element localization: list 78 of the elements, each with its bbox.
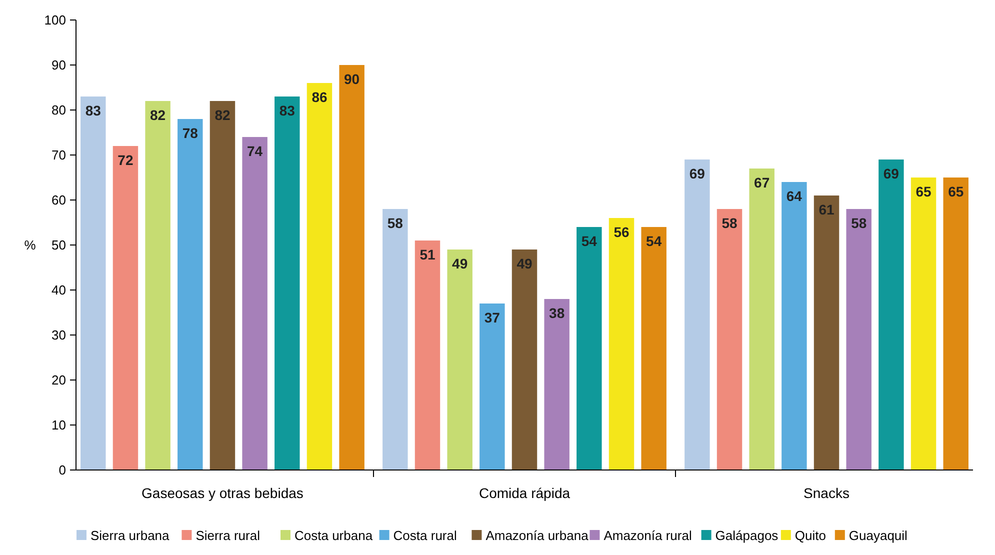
data-label: 38 [549,305,565,321]
data-label: 78 [182,125,198,141]
data-label: 61 [818,202,835,218]
y-tick-label: 70 [52,148,66,163]
legend-label: Guayaquil [848,528,908,543]
y-tick-label: 0 [58,462,66,478]
legend-label: Amazonía urbana [486,528,590,543]
data-label: 82 [214,107,230,123]
legend-label: Amazonía rural [604,528,692,543]
bar [80,96,106,470]
bar [112,146,138,470]
bar [576,227,602,470]
data-label: 37 [484,310,500,326]
legend-label: Galápagos [715,528,779,543]
data-label: 49 [516,256,532,272]
y-tick-label: 60 [52,192,66,208]
data-label: 49 [452,256,468,272]
data-label: 56 [614,224,630,240]
bar [878,160,904,470]
legend-label: Quito [794,528,826,543]
bar [512,250,538,470]
legend-label: Sierra urbana [90,528,170,543]
bar [608,218,634,470]
bar [382,209,408,470]
y-tick-label: 30 [52,328,66,343]
bar [684,160,710,470]
data-label: 54 [646,233,662,249]
x-tick-label: Gaseosas y otras bebidas [142,485,304,501]
bar [414,240,440,470]
bar [846,209,872,470]
data-label: 83 [85,102,102,118]
data-label: 54 [581,233,598,249]
data-label: 65 [916,184,932,200]
bar [480,304,505,470]
y-axis-title: % [24,238,36,253]
x-tick-label: Comida rápida [478,485,570,501]
data-label: 82 [150,107,166,123]
bar [943,178,968,470]
data-label: 72 [118,152,134,168]
legend-label: Sierra rural [196,528,260,543]
bar [145,101,170,470]
bar [274,96,300,470]
data-label: 67 [754,174,770,190]
bar [447,250,472,470]
y-tick-label: 50 [52,238,66,253]
data-label: 65 [948,184,964,200]
data-label: 74 [247,143,263,159]
bar [749,168,774,470]
bar [242,137,268,470]
data-label: 58 [722,215,738,231]
bar [910,178,936,470]
y-tick-label: 100 [44,12,66,28]
bar [339,65,364,470]
bar [544,299,570,470]
bar [716,209,742,470]
data-label: 90 [344,71,360,87]
legend-label: Costa rural [393,528,457,543]
y-tick-label: 10 [52,418,66,433]
bar [641,227,666,470]
x-tick-label: Snacks [804,485,850,501]
data-label: 86 [312,89,328,105]
data-label: 69 [883,166,900,182]
data-label: 51 [420,246,436,262]
bar [306,83,332,470]
data-label: 64 [786,188,802,204]
data-label: 69 [689,166,706,182]
bar [178,119,203,470]
y-tick-label: 90 [52,58,66,73]
bar [782,182,807,470]
data-label: 58 [387,215,404,231]
bar [814,196,840,470]
y-tick-label: 80 [52,102,66,118]
data-label: 83 [279,102,296,118]
legend-label: Costa urbana [294,528,374,543]
y-tick-label: 20 [52,372,66,388]
bar [210,101,236,470]
data-label: 58 [851,215,867,231]
y-tick-label: 40 [52,282,66,298]
